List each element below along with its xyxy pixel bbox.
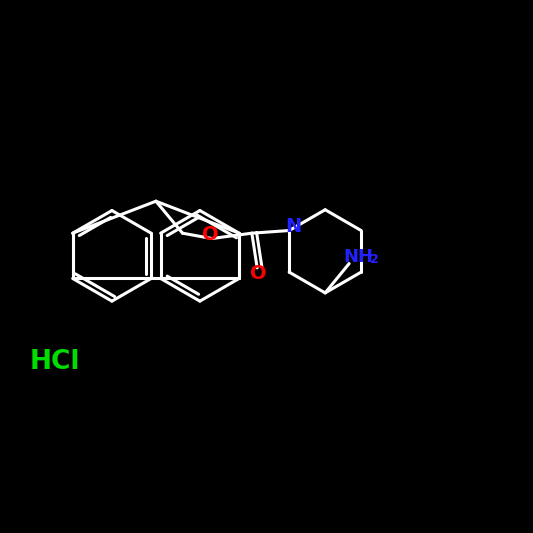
Text: HCl: HCl bbox=[29, 350, 80, 375]
Text: N: N bbox=[285, 217, 302, 236]
Text: NH: NH bbox=[344, 248, 374, 266]
Text: 2: 2 bbox=[370, 253, 379, 266]
Text: O: O bbox=[203, 225, 219, 244]
Text: O: O bbox=[250, 264, 266, 282]
